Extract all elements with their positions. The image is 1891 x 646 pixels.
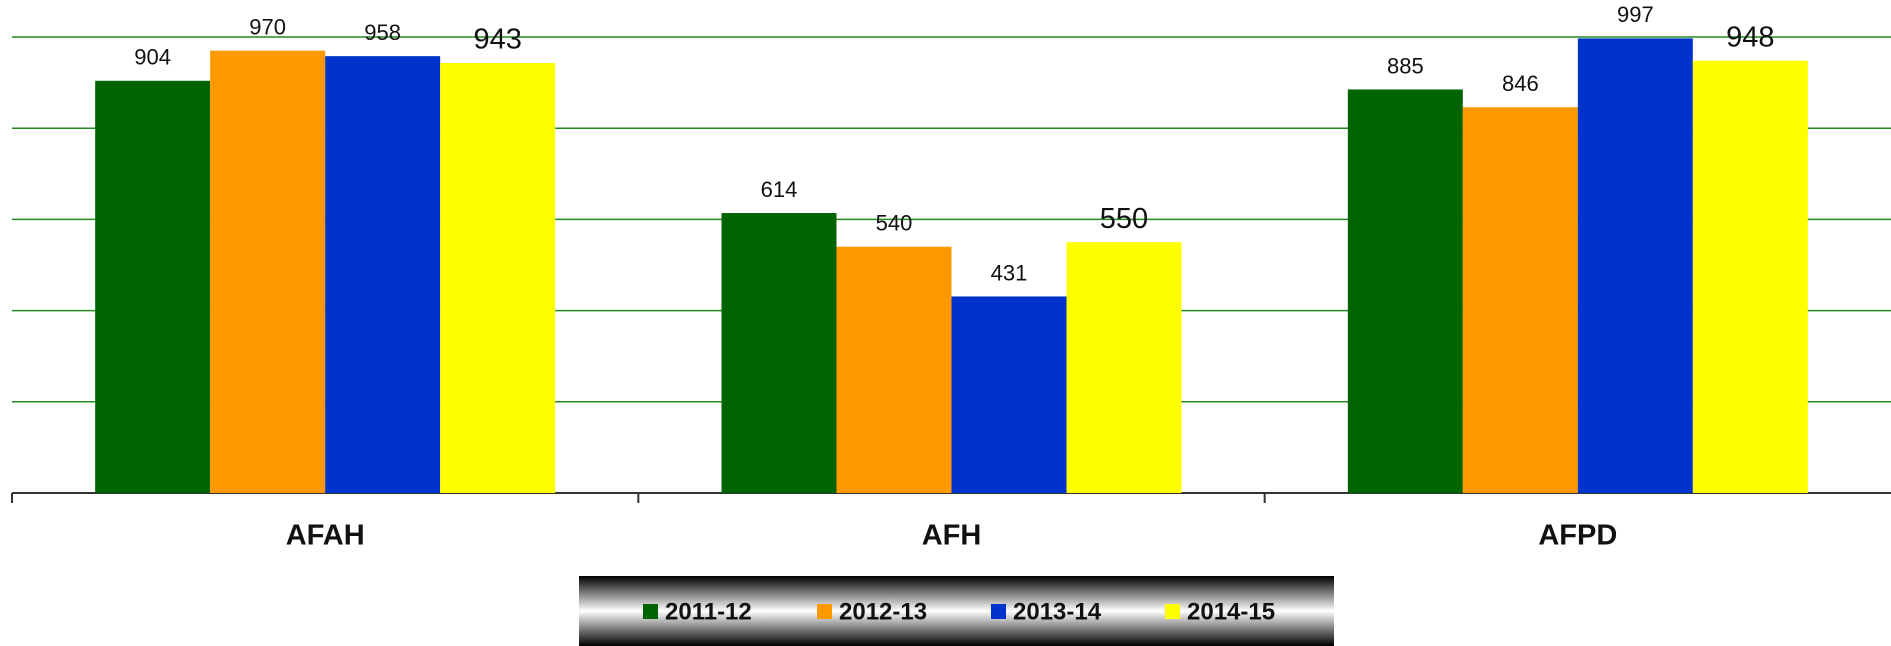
value-label: 997 [1617, 2, 1654, 27]
value-label: 885 [1387, 53, 1424, 78]
value-label: 958 [364, 20, 401, 45]
value-label: 846 [1502, 71, 1539, 96]
bar [1066, 242, 1182, 493]
legend-label: 2013-14 [1013, 598, 1102, 625]
value-label: 614 [761, 177, 798, 202]
bar [1692, 60, 1808, 493]
bar [836, 246, 952, 493]
bar [1462, 107, 1578, 493]
x-tick-label: AFAH [286, 520, 365, 552]
bar [1577, 38, 1693, 493]
x-tick-label: AFPD [1538, 520, 1617, 552]
value-label: 540 [876, 211, 913, 236]
legend-label: 2014-15 [1187, 598, 1275, 625]
legend-swatch [991, 604, 1006, 619]
value-label: 550 [1100, 203, 1148, 235]
bar [1347, 89, 1463, 493]
legend-swatch [643, 604, 658, 619]
legend-swatch [817, 604, 832, 619]
legend-box [579, 576, 1334, 646]
bar [721, 213, 837, 494]
value-label: 948 [1726, 21, 1774, 53]
legend-label: 2011-12 [665, 598, 752, 625]
legend-swatch [1165, 604, 1180, 619]
bar [951, 296, 1067, 493]
value-label: 431 [991, 260, 1028, 285]
value-label: 970 [249, 14, 286, 39]
legend-label: 2012-13 [839, 598, 927, 625]
bar [95, 80, 211, 493]
bar [325, 56, 441, 493]
value-label: 943 [473, 24, 521, 56]
value-label: 904 [134, 45, 171, 70]
x-tick-label: AFH [922, 520, 982, 552]
bar [210, 50, 326, 494]
bar [440, 62, 556, 493]
